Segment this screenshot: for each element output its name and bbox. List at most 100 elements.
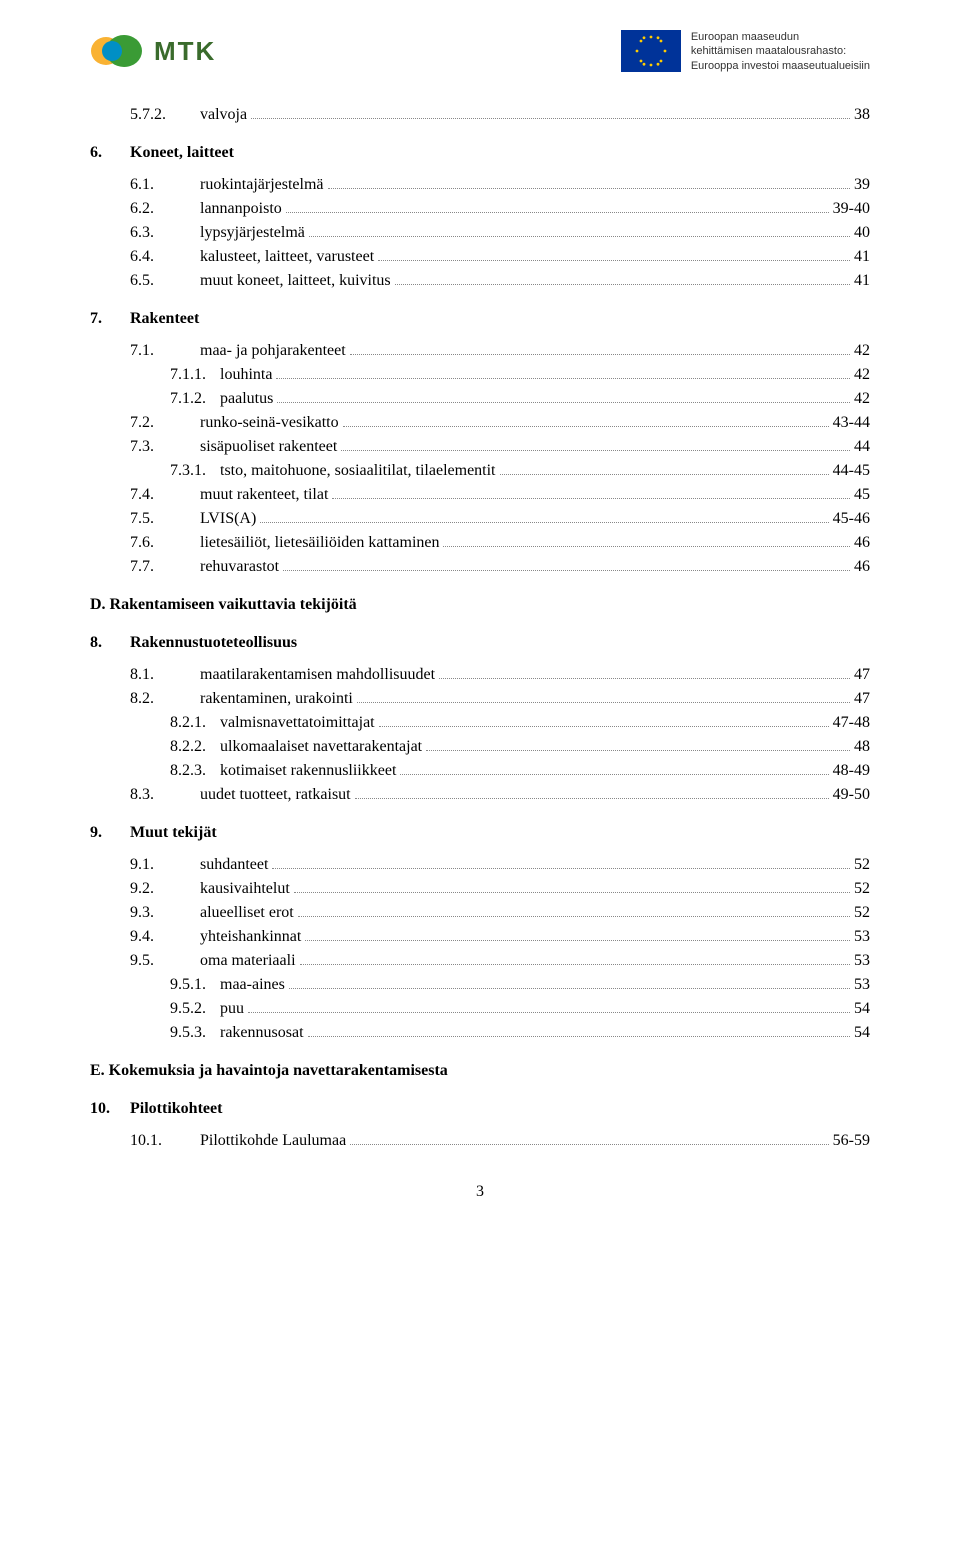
toc-row-num: 7.6. [130, 531, 200, 555]
mtk-text: MTK [154, 36, 216, 67]
toc-leader [298, 903, 850, 917]
toc-row-page: 41 [854, 245, 870, 269]
toc-leader [276, 365, 850, 379]
toc-row: 9.3.alueelliset erot52 [90, 901, 870, 925]
toc-row-page: 56-59 [833, 1129, 870, 1153]
toc-row-label: rakennusosat [220, 1021, 304, 1045]
toc-row-label: oma materiaali [200, 949, 296, 973]
toc-row-num: 7.5. [130, 507, 200, 531]
toc-row-label: tsto, maitohuone, sosiaalitilat, tilaele… [220, 459, 496, 483]
eu-line2: kehittämisen maatalousrahasto: [691, 44, 870, 58]
toc-row: 9.1.suhdanteet52 [90, 853, 870, 877]
toc-row-label: ruokintajärjestelmä [200, 173, 324, 197]
toc-row-num: 9.2. [130, 877, 200, 901]
toc-row-label: valvoja [200, 103, 247, 127]
toc-row-num: 9.5. [130, 949, 200, 973]
toc-row: 8.2.rakentaminen, urakointi47 [90, 687, 870, 711]
eu-text: Euroopan maaseudun kehittämisen maatalou… [691, 30, 870, 73]
toc-row-num: 7.1. [130, 339, 200, 363]
toc-leader [439, 665, 850, 679]
toc-row: 6.1.ruokintajärjestelmä 39 [90, 173, 870, 197]
toc-row-num: 7.2. [130, 411, 200, 435]
toc-row-num: 7.3.1. [170, 459, 220, 483]
toc-row-label: maa- ja pohjarakenteet [200, 339, 346, 363]
toc-row-page: 45-46 [833, 507, 870, 531]
toc-leader [251, 105, 850, 119]
toc-row-num: 6.5. [130, 269, 200, 293]
toc-row-num: 7.1.2. [170, 387, 220, 411]
toc-row-num: 8.1. [130, 663, 200, 687]
toc-row-num: 9.5.1. [170, 973, 220, 997]
toc-row-page: 45 [854, 483, 870, 507]
toc-heading: 8.Rakennustuoteteollisuus [90, 631, 870, 655]
header: MTK Euroopan maaseudun kehittämisen [90, 30, 870, 73]
toc-row-num: 9.5.3. [170, 1021, 220, 1045]
toc-heading: 9.Muut tekijät [90, 821, 870, 845]
toc-row: 7.1.maa- ja pohjarakenteet 42 [90, 339, 870, 363]
toc-leader [341, 437, 850, 451]
toc-row-num: 9.3. [130, 901, 200, 925]
toc-leader [500, 461, 829, 475]
toc-row-num: 6.3. [130, 221, 200, 245]
page: MTK Euroopan maaseudun kehittämisen [0, 0, 960, 1241]
toc-row-num: 10.1. [130, 1129, 200, 1153]
toc-row-page: 42 [854, 339, 870, 363]
toc-heading-label: Koneet, laitteet [130, 141, 234, 165]
toc-row-page: 39 [854, 173, 870, 197]
toc-heading-label: Muut tekijät [130, 821, 217, 845]
toc-row: 8.1.maatilarakentamisen mahdollisuudet47 [90, 663, 870, 687]
toc-row-num: 8.2. [130, 687, 200, 711]
toc-leader [379, 713, 829, 727]
toc-row-page: 44 [854, 435, 870, 459]
toc-leader [343, 413, 829, 427]
toc-row-page: 52 [854, 853, 870, 877]
toc-row-num: 7.3. [130, 435, 200, 459]
toc-leader [328, 175, 850, 189]
toc-row: 7.6.lietesäiliöt, lietesäiliöiden kattam… [90, 531, 870, 555]
toc-heading-num: 9. [90, 821, 130, 845]
toc-row: 9.4.yhteishankinnat53 [90, 925, 870, 949]
toc-row: 7.4.muut rakenteet, tilat45 [90, 483, 870, 507]
toc-leader [277, 389, 850, 403]
toc-row: 9.5.1.maa-aines53 [90, 973, 870, 997]
toc-row-label: uudet tuotteet, ratkaisut [200, 783, 351, 807]
toc-row-page: 47 [854, 663, 870, 687]
toc-row: 10.1.Pilottikohde Laulumaa56-59 [90, 1129, 870, 1153]
toc-row-page: 38 [854, 103, 870, 127]
toc-row-label: lypsyjärjestelmä [200, 221, 305, 245]
toc-row-num: 9.5.2. [170, 997, 220, 1021]
toc-leader [305, 927, 850, 941]
toc-row: 7.1.2.paalutus42 [90, 387, 870, 411]
toc-row-num: 7.1.1. [170, 363, 220, 387]
toc-row-label: LVIS(A) [200, 507, 256, 531]
toc-leader [294, 879, 850, 893]
mtk-logo: MTK [90, 33, 216, 69]
toc-heading: 7.Rakenteet [90, 307, 870, 331]
eu-line3: Eurooppa investoi maaseutualueisiin [691, 59, 870, 73]
toc-row-page: 52 [854, 901, 870, 925]
toc-row-label: ulkomaalaiset navettarakentajat [220, 735, 422, 759]
toc-row-page: 46 [854, 531, 870, 555]
toc-heading: 10.Pilottikohteet [90, 1097, 870, 1121]
toc-row-num: 8.3. [130, 783, 200, 807]
toc-heading-label: Pilottikohteet [130, 1097, 222, 1121]
toc-leader [350, 341, 850, 355]
toc-heading-num: 10. [90, 1097, 130, 1121]
toc-row-page: 53 [854, 949, 870, 973]
toc-leader [357, 689, 850, 703]
toc-leader [248, 999, 850, 1013]
toc-row-page: 47 [854, 687, 870, 711]
toc-row-num: 9.4. [130, 925, 200, 949]
toc-row-page: 48 [854, 735, 870, 759]
toc-row-label: lietesäiliöt, lietesäiliöiden kattaminen [200, 531, 439, 555]
toc-heading: 6.Koneet, laitteet [90, 141, 870, 165]
toc-row-page: 40 [854, 221, 870, 245]
toc-row-page: 42 [854, 387, 870, 411]
toc-row: 6.5.muut koneet, laitteet, kuivitus41 [90, 269, 870, 293]
table-of-contents: 5.7.2.valvoja386.Koneet, laitteet6.1.ruo… [90, 103, 870, 1153]
toc-row-num: 6.1. [130, 173, 200, 197]
toc-row-page: 46 [854, 555, 870, 579]
toc-heading-num: 8. [90, 631, 130, 655]
toc-leader [260, 509, 828, 523]
toc-leader [286, 199, 829, 213]
